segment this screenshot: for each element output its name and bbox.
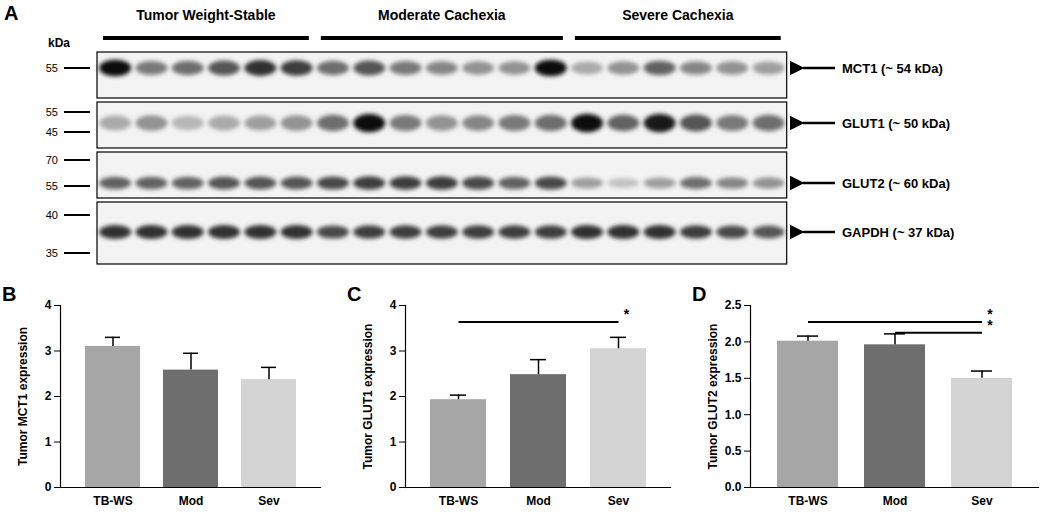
svg-text:Tumor Weight-Stable: Tumor Weight-Stable bbox=[136, 7, 276, 23]
svg-text:Sev: Sev bbox=[608, 494, 630, 508]
svg-text:2.5: 2.5 bbox=[725, 298, 742, 312]
svg-text:3: 3 bbox=[390, 344, 397, 358]
svg-text:Tumor MCT1 expression: Tumor MCT1 expression bbox=[16, 327, 30, 466]
svg-text:TB-WS: TB-WS bbox=[788, 494, 827, 508]
svg-text:Severe Cachexia: Severe Cachexia bbox=[622, 7, 734, 23]
svg-text:TB-WS: TB-WS bbox=[93, 494, 132, 508]
svg-text:55: 55 bbox=[46, 106, 58, 118]
html-text:C: C bbox=[347, 283, 362, 305]
svg-text:kDa: kDa bbox=[48, 36, 70, 50]
svg-text:GAPDH (~ 37 kDa): GAPDH (~ 37 kDa) bbox=[842, 225, 954, 240]
svg-text:MCT1 (~ 54 kDa): MCT1 (~ 54 kDa) bbox=[842, 61, 943, 76]
svg-text:55: 55 bbox=[46, 62, 58, 74]
svg-text:*: * bbox=[624, 306, 630, 322]
svg-text:1: 1 bbox=[390, 435, 397, 449]
svg-text:2: 2 bbox=[45, 389, 52, 403]
svg-text:45: 45 bbox=[46, 126, 58, 138]
svg-text:Mod: Mod bbox=[179, 494, 204, 508]
svg-text:1: 1 bbox=[45, 435, 52, 449]
svg-text:40: 40 bbox=[46, 209, 58, 221]
svg-text:0: 0 bbox=[45, 480, 52, 494]
svg-text:1.5: 1.5 bbox=[725, 371, 742, 385]
svg-text:3: 3 bbox=[45, 344, 52, 358]
svg-text:2: 2 bbox=[390, 389, 397, 403]
svg-text:Moderate Cachexia: Moderate Cachexia bbox=[378, 7, 506, 23]
svg-text:1.0: 1.0 bbox=[725, 408, 742, 422]
html-text:B: B bbox=[2, 283, 17, 305]
svg-text:Mod: Mod bbox=[883, 494, 908, 508]
svg-text:*: * bbox=[987, 317, 993, 333]
svg-text:TB-WS: TB-WS bbox=[439, 494, 478, 508]
svg-text:Sev: Sev bbox=[971, 494, 993, 508]
svg-text:55: 55 bbox=[46, 180, 58, 192]
html-text:D: D bbox=[692, 283, 707, 305]
svg-text:GLUT1 (~ 50 kDa): GLUT1 (~ 50 kDa) bbox=[842, 116, 950, 131]
svg-text:0: 0 bbox=[390, 480, 397, 494]
svg-text:GLUT2 (~ 60 kDa): GLUT2 (~ 60 kDa) bbox=[842, 176, 950, 191]
svg-text:A: A bbox=[4, 2, 18, 24]
svg-text:0.5: 0.5 bbox=[725, 444, 742, 458]
svg-text:Tumor GLUT2 expression: Tumor GLUT2 expression bbox=[706, 324, 720, 470]
svg-text:35: 35 bbox=[46, 247, 58, 259]
svg-text:Tumor GLUT1 expression: Tumor GLUT1 expression bbox=[361, 324, 375, 470]
svg-text:4: 4 bbox=[45, 298, 52, 312]
svg-text:2.0: 2.0 bbox=[725, 335, 742, 349]
svg-text:0.0: 0.0 bbox=[725, 480, 742, 494]
svg-text:Sev: Sev bbox=[258, 494, 280, 508]
svg-text:Mod: Mod bbox=[526, 494, 551, 508]
svg-text:70: 70 bbox=[46, 154, 58, 166]
svg-text:4: 4 bbox=[390, 298, 397, 312]
